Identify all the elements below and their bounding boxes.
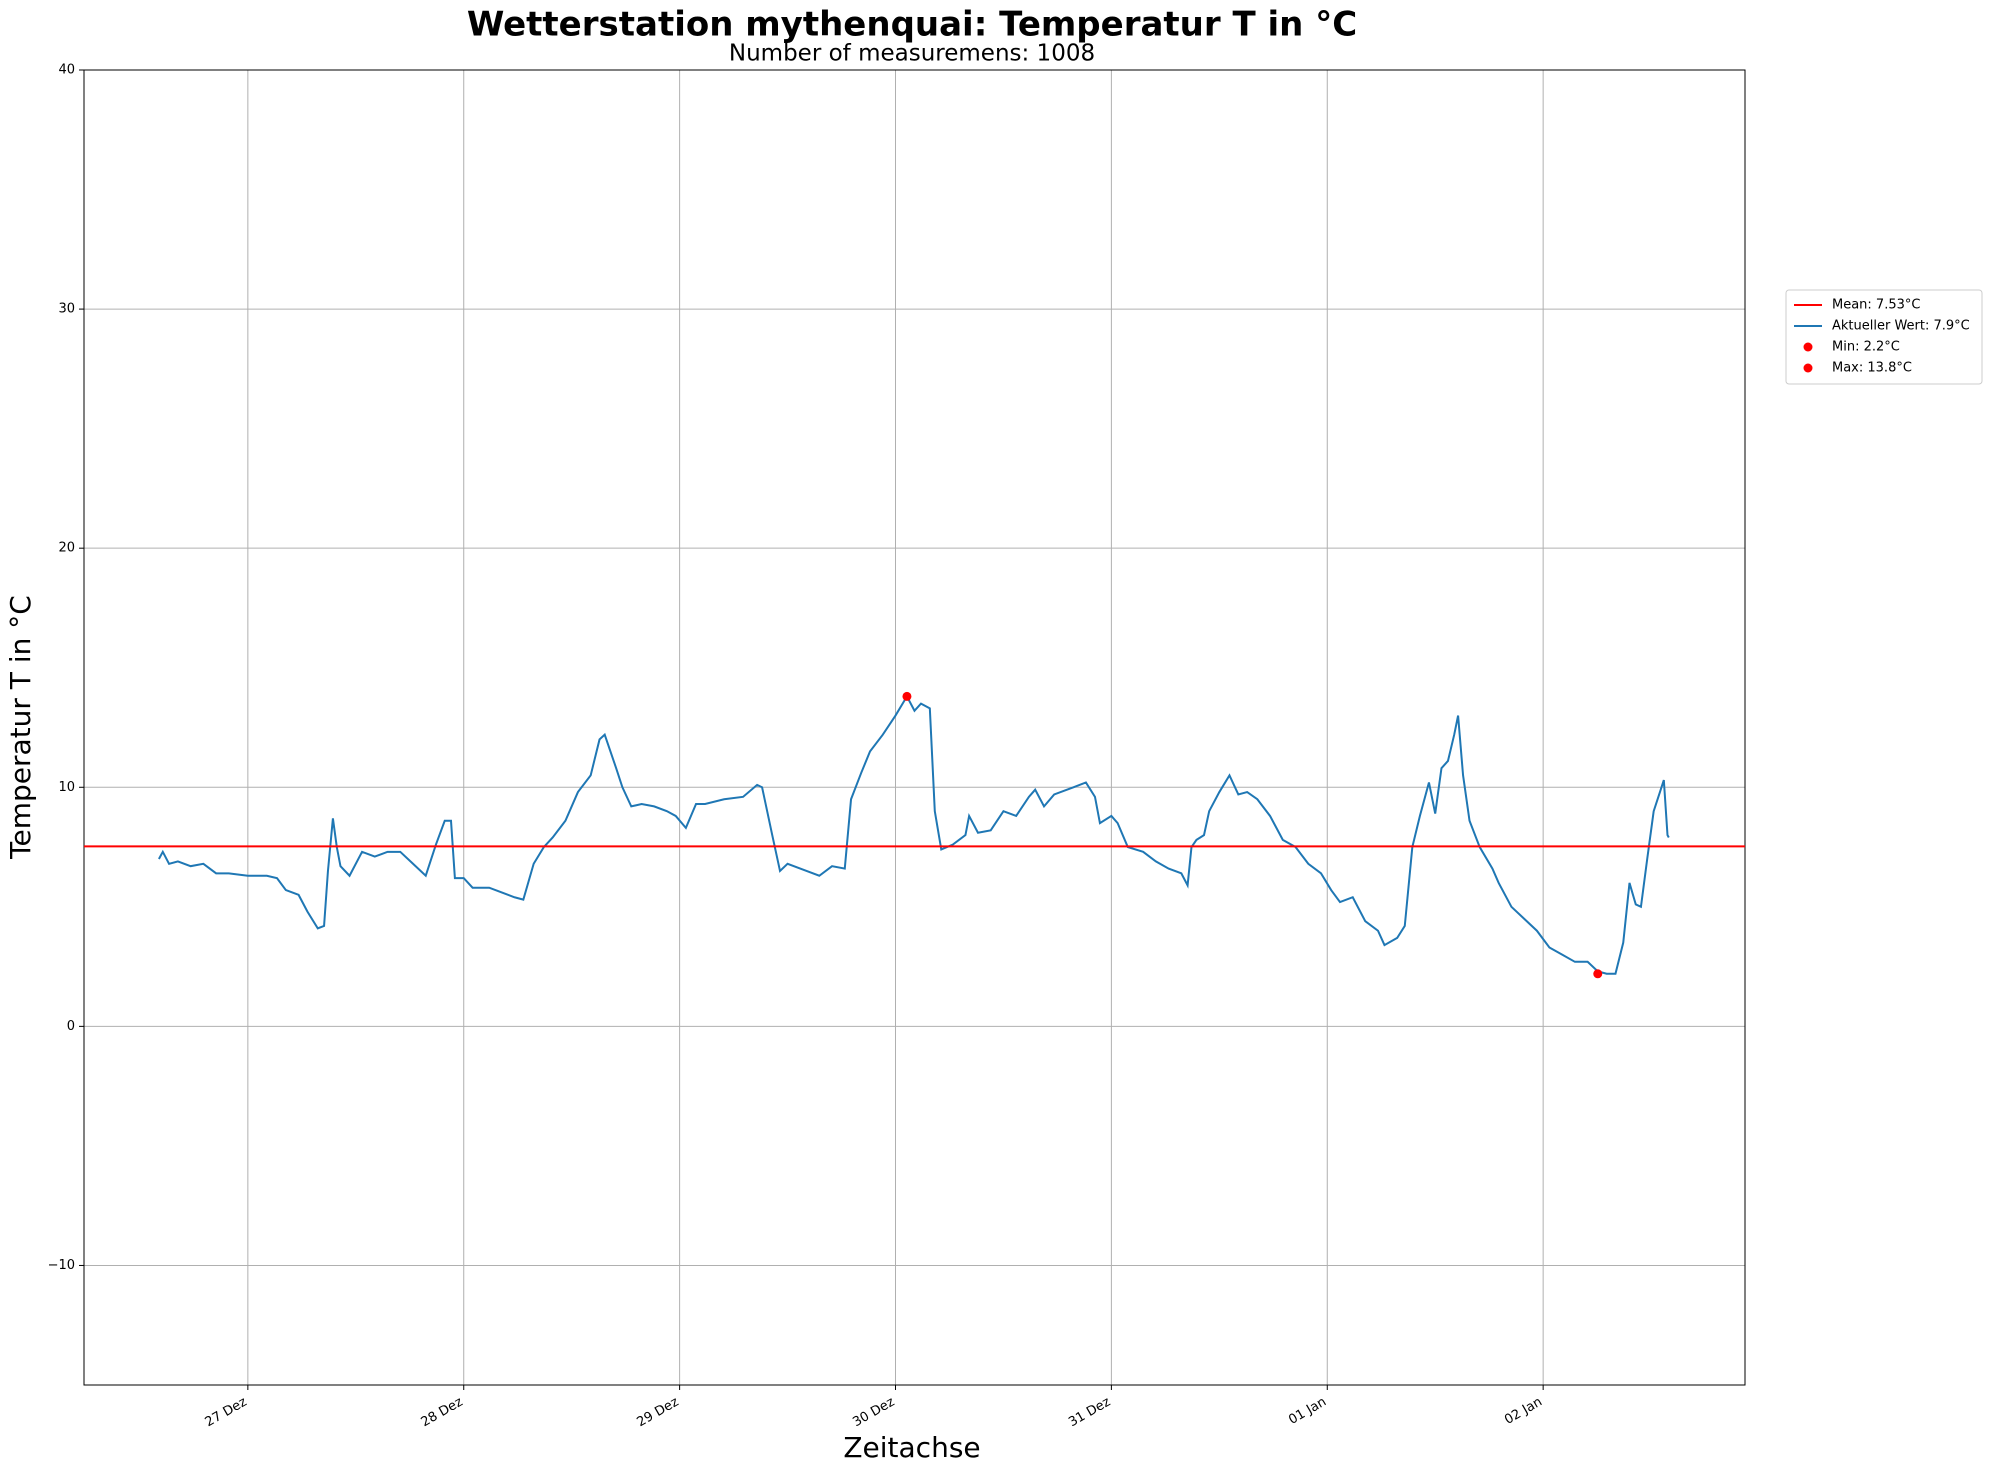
legend-label: Min: 2.2°C	[1832, 340, 1900, 355]
legend-label: Max: 13.8°C	[1832, 361, 1912, 376]
x-tick-label: 27 Dez	[203, 1394, 250, 1430]
y-tick-label: 0	[67, 1019, 75, 1034]
x-tick-label: 02 Jan	[1502, 1395, 1545, 1428]
legend-swatch	[1803, 342, 1813, 352]
data-line	[158, 694, 1670, 975]
legend-swatch	[1803, 363, 1813, 373]
x-tick-label: 30 Dez	[850, 1394, 897, 1430]
x-tick-label: 28 Dez	[419, 1394, 466, 1430]
y-tick-label: 10	[58, 780, 75, 795]
y-tick-label: −10	[48, 1258, 75, 1273]
y-tick-label: 20	[58, 541, 75, 556]
plot-frame	[83, 69, 1746, 1386]
y-tick-label: 30	[58, 302, 75, 317]
x-tick-label: 29 Dez	[634, 1394, 681, 1430]
x-tick-label: 01 Jan	[1286, 1395, 1329, 1428]
legend-box	[1785, 289, 1983, 385]
x-axis-label: Zeitachse	[843, 1431, 980, 1464]
legend-label: Aktueller Wert: 7.9°C	[1832, 319, 1970, 334]
legend-label: Mean: 7.53°C	[1832, 298, 1920, 313]
extreme-marker	[902, 691, 912, 701]
chart-title: Wetterstation mythenquai: Temperatur T i…	[467, 5, 1357, 45]
y-axis-label: Temperatur T in °C	[4, 595, 37, 860]
chart-subtitle: Number of measuremens: 1008	[729, 41, 1095, 67]
x-tick-label: 31 Dez	[1066, 1394, 1113, 1430]
y-tick-label: 40	[58, 63, 75, 78]
extreme-marker	[1593, 969, 1603, 979]
